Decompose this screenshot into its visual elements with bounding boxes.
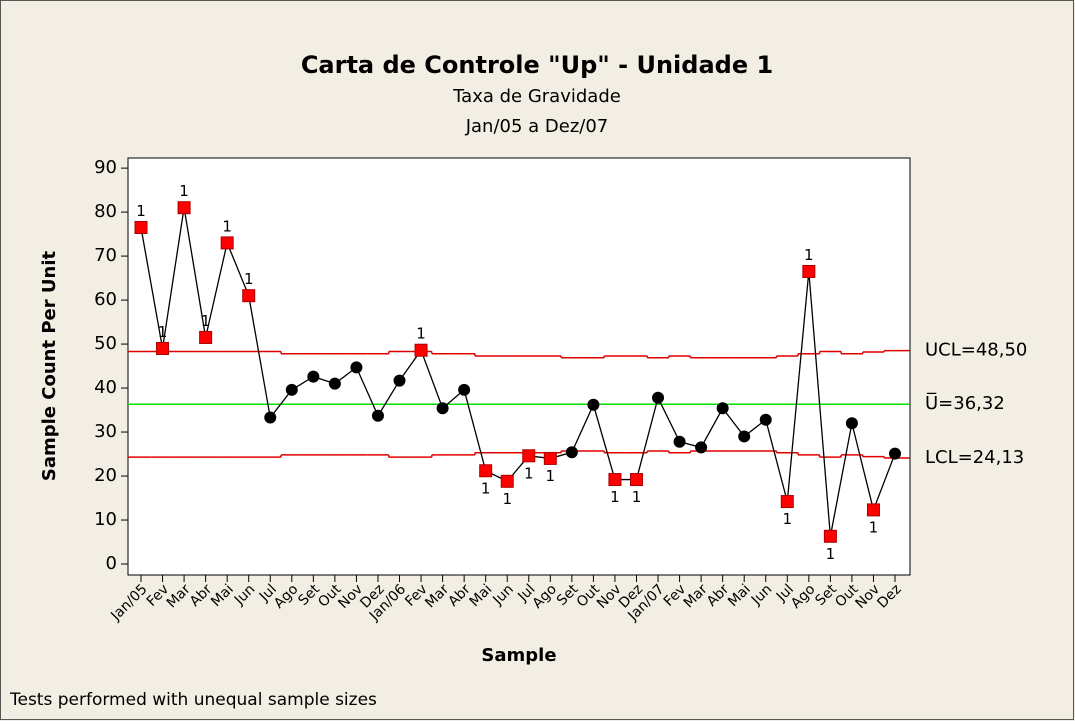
flag-label: 1 <box>632 488 642 506</box>
point <box>328 377 341 390</box>
y-tick-label: 30 <box>94 421 117 442</box>
footer: Tests performed with unequal sample size… <box>9 690 377 710</box>
plot-area <box>127 157 911 576</box>
flagged-point <box>522 449 536 463</box>
point <box>716 402 729 415</box>
limit-label: U̅=36,32 <box>925 392 1005 414</box>
point <box>587 398 600 411</box>
y-tick-label: 70 <box>94 245 117 266</box>
y-axis-label: Sample Count Per Unit <box>39 251 60 482</box>
point <box>759 413 772 426</box>
flagged-point <box>543 451 557 465</box>
flag-label: 1 <box>481 479 491 497</box>
flag-label: 1 <box>804 246 814 264</box>
flagged-point <box>802 264 816 278</box>
y-tick-label: 20 <box>94 465 117 486</box>
flagged-point <box>608 473 622 487</box>
flagged-point <box>177 201 191 215</box>
flagged-point <box>134 221 148 234</box>
flagged-point <box>156 341 170 355</box>
point <box>393 374 406 387</box>
flag-label: 1 <box>158 323 168 341</box>
flag-label: 1 <box>524 464 534 482</box>
y-tick-label: 90 <box>94 157 117 178</box>
flag-label: 1 <box>546 467 556 485</box>
flag-label: 1 <box>222 217 232 235</box>
flagged-point <box>199 330 213 344</box>
point <box>565 446 578 459</box>
flag-label: 1 <box>869 518 879 536</box>
point <box>738 430 751 443</box>
flag-label: 1 <box>610 488 620 506</box>
flagged-point <box>242 289 256 303</box>
y-tick-label: 0 <box>106 553 117 574</box>
flag-label: 1 <box>826 545 836 563</box>
flag-label: 1 <box>179 182 189 200</box>
flagged-point <box>414 343 428 357</box>
point <box>695 441 708 454</box>
y-tick-label: 50 <box>94 333 117 354</box>
chart-title: Carta de Controle "Up" - Unidade 1 <box>301 51 773 79</box>
point <box>371 409 384 422</box>
flagged-point <box>479 464 493 478</box>
flagged-point <box>866 503 880 517</box>
flagged-point <box>220 236 234 250</box>
flag-label: 1 <box>136 202 146 220</box>
point <box>458 383 471 396</box>
limit-label: LCL=24,13 <box>925 447 1024 468</box>
flagged-point <box>500 474 514 488</box>
point <box>652 391 665 404</box>
flag-label: 1 <box>502 490 512 508</box>
data-line <box>140 207 896 537</box>
point <box>845 417 858 430</box>
flagged-point <box>823 529 837 543</box>
point <box>285 383 298 396</box>
point <box>436 402 449 415</box>
point <box>350 361 363 374</box>
flag-label: 1 <box>201 312 211 330</box>
subtitle: Taxa de Gravidade <box>452 86 621 107</box>
y-tick-label: 60 <box>94 289 117 310</box>
flagged-point <box>780 495 794 509</box>
flag-label: 1 <box>416 325 426 343</box>
flag-label: 1 <box>783 510 793 528</box>
flagged-point <box>629 473 643 487</box>
limit-label: UCL=48,50 <box>925 340 1027 361</box>
y-tick-label: 80 <box>94 201 117 222</box>
y-tick-label: 40 <box>94 377 117 398</box>
point <box>889 447 901 460</box>
x-axis-label: Sample <box>481 645 556 666</box>
flag-label: 1 <box>244 270 254 288</box>
point <box>264 411 277 424</box>
subtitle: Jan/05 a Dez/07 <box>465 116 609 137</box>
point <box>307 370 320 383</box>
y-tick-label: 10 <box>94 509 117 530</box>
point <box>673 435 686 448</box>
